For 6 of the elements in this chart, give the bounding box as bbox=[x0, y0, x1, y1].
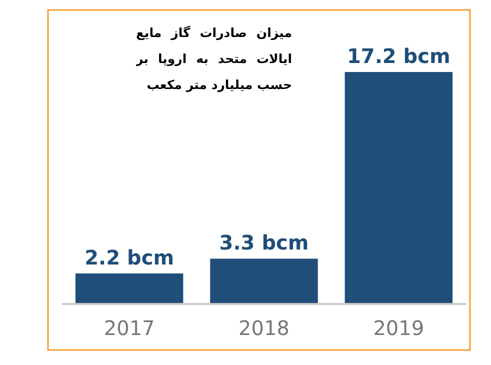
data-label: 17.2 bcm bbox=[347, 44, 450, 68]
data-label: 2.2 bcm bbox=[84, 245, 174, 270]
x-tick-label: 2018 bbox=[238, 316, 290, 340]
data-label: 3.3 bcm bbox=[219, 230, 309, 255]
x-tick-label: 2019 bbox=[373, 316, 424, 340]
x-tick-label: 2017 bbox=[104, 316, 155, 340]
